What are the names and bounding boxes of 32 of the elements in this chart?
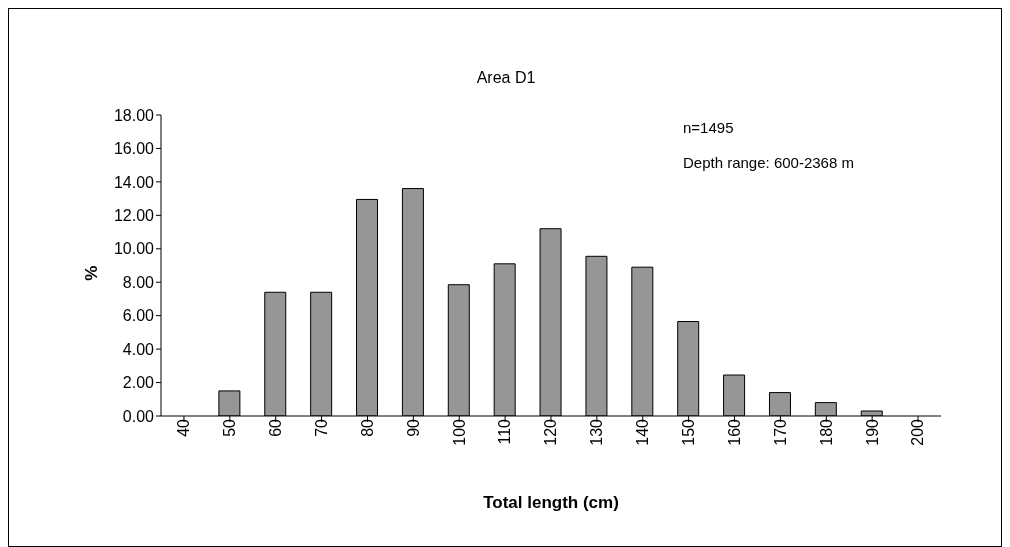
x-tick-label: 110 [496, 418, 514, 445]
x-tick-label: 130 [588, 418, 606, 446]
y-tick-label: 10.00 [113, 240, 155, 258]
x-tick-label: 100 [450, 418, 468, 446]
x-tick-label: 80 [358, 418, 376, 437]
x-tick-label: 200 [909, 418, 927, 446]
y-tick-label: 14.00 [113, 173, 155, 191]
x-tick-label: 70 [312, 418, 330, 437]
x-tick-label: 140 [634, 418, 652, 446]
y-tick-label: 0.00 [122, 407, 155, 425]
x-axis-title: Total length (cm) [483, 493, 619, 512]
x-tick-label: 190 [863, 418, 881, 446]
annotation: n=1495 [683, 119, 734, 136]
x-tick-label: 170 [771, 418, 789, 446]
y-tick-label: 2.00 [122, 374, 155, 392]
x-tick-label: 90 [404, 418, 422, 437]
y-tick-label: 8.00 [122, 273, 155, 291]
x-tick-label: 120 [542, 418, 560, 446]
x-tick-label: 160 [725, 418, 743, 446]
x-tick-label: 40 [175, 418, 193, 437]
x-tick-label: 60 [267, 418, 285, 437]
y-axis-title: % [82, 265, 102, 281]
chart-title: Area D1 [475, 69, 537, 87]
x-tick-label: 180 [817, 418, 835, 446]
y-tick-label: 6.00 [122, 307, 155, 325]
x-tick-label: 150 [680, 418, 698, 446]
x-tick-label: 50 [221, 418, 239, 437]
y-tick-label: 18.00 [113, 106, 155, 124]
y-tick-label: 4.00 [122, 340, 155, 358]
y-tick-label: 16.00 [113, 140, 155, 158]
annotation: Depth range: 600-2368 m [683, 154, 854, 171]
y-tick-label: 12.00 [113, 207, 155, 225]
